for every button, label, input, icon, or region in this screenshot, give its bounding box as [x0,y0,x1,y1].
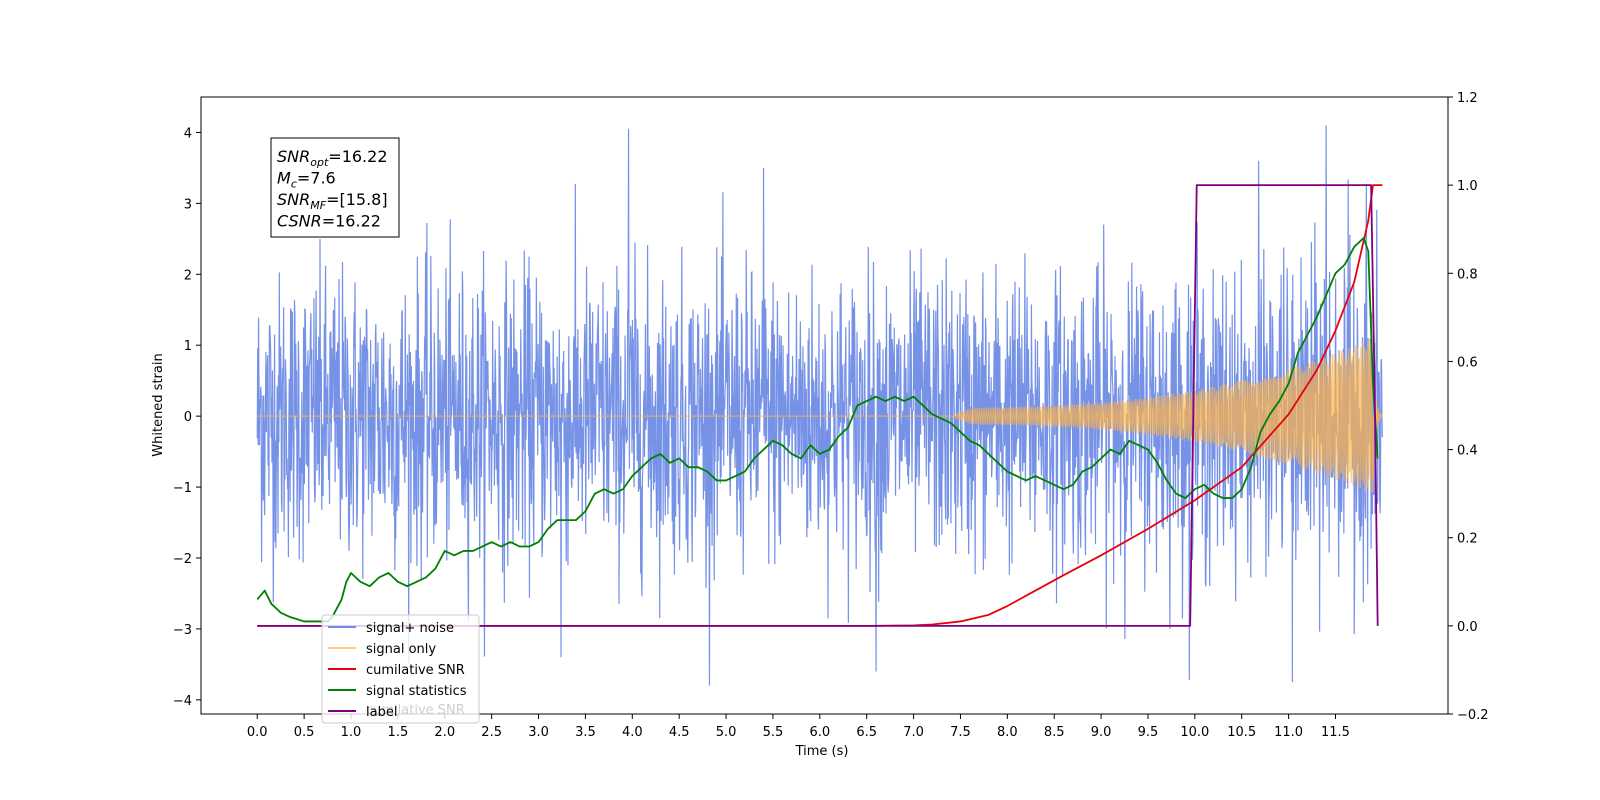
x-tick-label: 6.0 [809,725,830,740]
legend-frame [321,614,480,724]
series-label [257,184,1379,627]
x-tick-label: 7.5 [950,725,971,740]
x-tick-label: 3.5 [575,725,596,740]
y-right-tick-label: 0.6 [1457,355,1478,370]
x-tick-label: 5.5 [763,725,784,740]
x-tick-label: 3.0 [528,725,549,740]
y-left-tick-label: 2 [184,268,192,283]
x-tick-label: 10.0 [1180,725,1209,740]
x-tick-label: 4.5 [669,725,690,740]
y-left-tick-label: 1 [184,339,192,354]
y-axis-right: −0.2 0.0 0.2 0.4 0.6 0.8 1.0 1.2 [1448,91,1489,723]
x-tick-label: 2.0 [434,725,455,740]
x-tick-label: 11.0 [1274,725,1303,740]
plot-frame [200,96,1449,715]
series-cumulative-snr [257,184,1383,627]
y-axis-label: Whitened strain [151,353,166,456]
x-tick-label: 8.0 [997,725,1018,740]
x-tick-label: 10.5 [1227,725,1256,740]
legend-label: signal only [366,642,436,657]
y-left-tick-label: −1 [173,481,192,496]
legend-label: cumilative SNR [366,663,465,678]
y-right-tick-label: 0.0 [1457,620,1478,635]
x-tick-label: 11.5 [1321,725,1350,740]
legend-label: signal+ noise [366,621,454,636]
x-tick-label: 4.0 [622,725,643,740]
x-tick-label: 1.5 [388,725,409,740]
x-tick-label: 0.0 [247,725,268,740]
x-tick-label: 9.0 [1091,725,1112,740]
y-left-tick-label: 0 [184,410,192,425]
x-tick-label: 2.5 [481,725,502,740]
series-signal-only [257,340,1383,492]
x-tick-label: 9.5 [1138,725,1159,740]
x-tick-label: 7.0 [903,725,924,740]
y-right-tick-label: 1.2 [1457,91,1478,106]
x-tick-label: 0.5 [294,725,315,740]
legend-overlapped-text: cumilative SNR [366,703,465,718]
x-tick-label: 8.5 [1044,725,1065,740]
annotation-line: SNRMF=[15.8] [277,190,388,212]
y-left-tick-label: −4 [173,694,192,709]
y-right-tick-label: −0.2 [1457,708,1489,723]
series-signal-statistics [256,237,1379,623]
series-layer [256,125,1383,686]
y-right-tick-label: 0.4 [1457,444,1478,459]
y-right-tick-label: 0.2 [1457,532,1478,547]
y-left-tick-label: 4 [184,126,192,141]
y-right-tick-label: 0.8 [1457,267,1478,282]
y-left-tick-label: −2 [173,552,192,567]
annotation-line: Mc=7.6 [277,169,336,191]
x-axis-label: Time (s) [795,744,849,759]
annotation-frame [270,137,400,238]
y-left-tick-label: 3 [184,197,192,212]
y-axis-left: −4 −3 −2 −1 0 1 2 3 4 [173,126,201,709]
legend: cumilative SNR signal+ noise signal only c… [321,614,480,724]
y-right-tick-label: 1.0 [1457,179,1478,194]
x-tick-label: 5.0 [716,725,737,740]
x-axis: 0.0 0.5 1.0 1.5 2.0 2.5 3.0 3.5 4.0 4.5 5.0 5.5 6.0 6… [247,714,1350,740]
annotation-line: SNRopt=16.22 [277,147,388,169]
legend-label: label [366,705,397,720]
x-tick-label: 1.0 [341,725,362,740]
annotation-line: CSNR=16.22 [277,212,381,231]
legend-label: signal statistics [366,684,467,699]
x-tick-label: 6.5 [856,725,877,740]
y-left-tick-label: −3 [173,623,192,638]
